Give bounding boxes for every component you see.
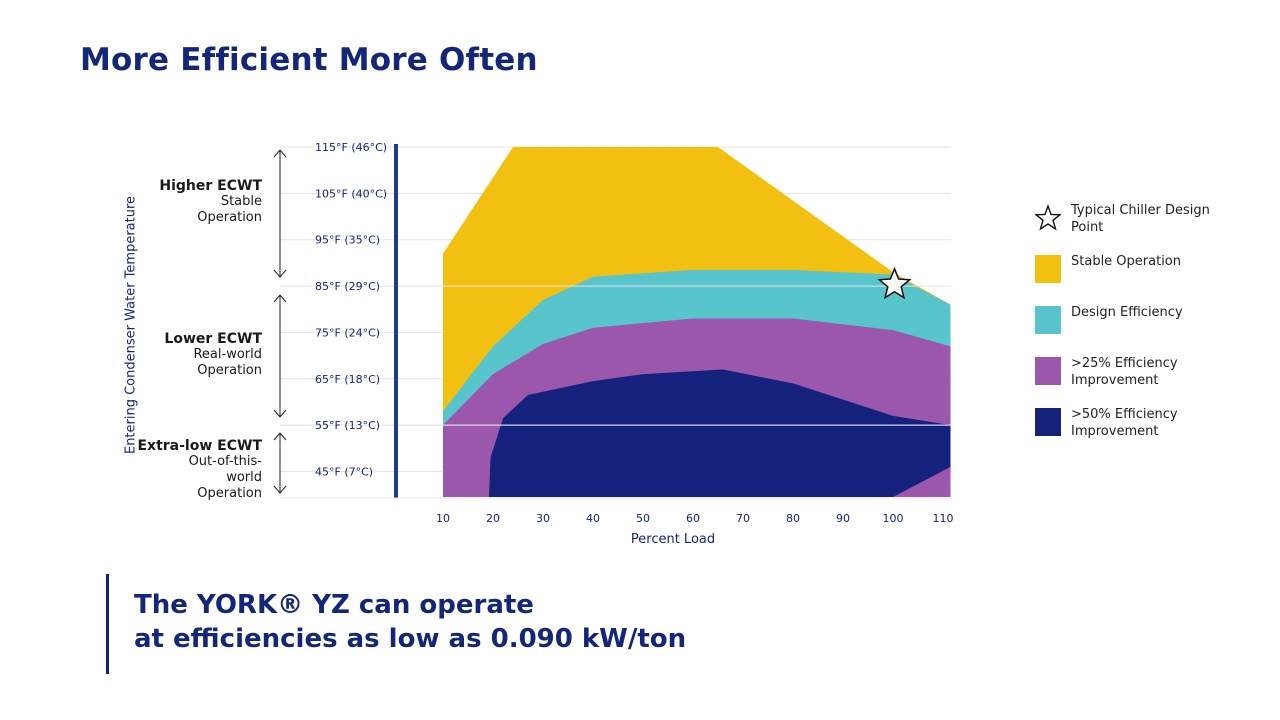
x-tick-label: 110 (933, 512, 954, 525)
legend-item-design: Design Efficiency (1032, 302, 1232, 353)
y-tick-label: 115°F (46°C) (315, 141, 387, 154)
star-icon (877, 266, 912, 300)
y-axis-label: Entering Condenser Water Temperature (123, 195, 139, 455)
legend-item-stable: Stable Operation (1032, 251, 1232, 302)
band-label-extra-low: Extra-low ECWT Out-of-this-world Operati… (137, 438, 262, 502)
band-label-lower: Lower ECWT Real-world Operation (164, 331, 262, 379)
band-sub: Out-of-this-world Operation (188, 454, 262, 501)
page-title: More Efficient More Often (80, 42, 538, 78)
band-head: Lower ECWT (164, 331, 262, 347)
legend-item-25: >25% Efficiency Improvement (1032, 353, 1232, 404)
arrow-head-down (273, 269, 287, 278)
y-tick-label: 65°F (18°C) (315, 373, 380, 386)
x-tick-label: 60 (686, 512, 700, 525)
x-tick-label: 100 (883, 512, 904, 525)
arrow-head-down (273, 409, 287, 418)
band-arrow (273, 149, 287, 278)
band-sub: Stable Operation (197, 194, 262, 225)
band-arrow (273, 294, 287, 418)
x-axis-label: Percent Load (630, 532, 716, 547)
star-icon (1035, 204, 1061, 231)
legend-swatch (1035, 357, 1061, 385)
x-tick-label: 10 (436, 512, 450, 525)
x-tick-label: 70 (736, 512, 750, 525)
band-sub: Real-world Operation (193, 347, 262, 378)
callout-line-1: The YORK® YZ can operate (134, 590, 534, 620)
arrow-head-up (273, 149, 287, 158)
x-tick-label: 30 (536, 512, 550, 525)
arrow-head-up (273, 294, 287, 303)
tick-labels: 115°F (46°C) 105°F (40°C) 95°F (35°C) 85°F … (315, 141, 954, 525)
legend-swatch (1035, 408, 1061, 436)
x-tick-label: 40 (586, 512, 600, 525)
design-point-marker (877, 266, 912, 300)
y-tick-label: 45°F (7°C) (315, 466, 373, 479)
x-tick-label: 80 (786, 512, 800, 525)
callout-line-2: at efficiencies as low as 0.090 kW/ton (134, 624, 687, 654)
band-head: Higher ECWT (159, 178, 262, 194)
legend-label: >25% Efficiency Improvement (1071, 356, 1178, 388)
x-tick-label: 90 (836, 512, 850, 525)
x-tick-label: 50 (636, 512, 650, 525)
band-label-higher: Higher ECWT Stable Operation (159, 178, 262, 226)
chart-axis (280, 144, 951, 499)
callout-bar (106, 574, 109, 674)
legend-label: Typical Chiller Design Point (1071, 203, 1210, 235)
y-tick-label: 105°F (40°C) (315, 187, 387, 200)
legend-label: >50% Efficiency Improvement (1071, 407, 1178, 439)
y-tick-label: 55°F (13°C) (315, 419, 380, 432)
chart-areas (280, 147, 951, 497)
arrow-head-down (273, 485, 287, 494)
band-arrows (273, 149, 287, 494)
legend-item-50: >50% Efficiency Improvement (1032, 404, 1232, 455)
legend-swatch (1035, 255, 1061, 283)
legend-label: Design Efficiency (1071, 305, 1183, 320)
y-tick-label: 95°F (35°C) (315, 234, 380, 247)
x-tick-label: 20 (486, 512, 500, 525)
callout-text: The YORK® YZ can operate at efficiencies… (134, 588, 686, 656)
band-head: Extra-low ECWT (137, 438, 262, 454)
area-4 (489, 369, 951, 497)
y-tick-label: 75°F (24°C) (315, 326, 380, 339)
legend-item-design-point: Typical Chiller Design Point (1032, 200, 1232, 251)
arrow-head-up (273, 432, 287, 441)
band-arrow (273, 432, 287, 494)
legend: Typical Chiller Design Point Stable Oper… (1032, 200, 1232, 455)
legend-swatch (1035, 306, 1061, 334)
y-tick-label: 85°F (29°C) (315, 280, 380, 293)
y-axis-bar (394, 144, 398, 498)
legend-label: Stable Operation (1071, 254, 1182, 269)
